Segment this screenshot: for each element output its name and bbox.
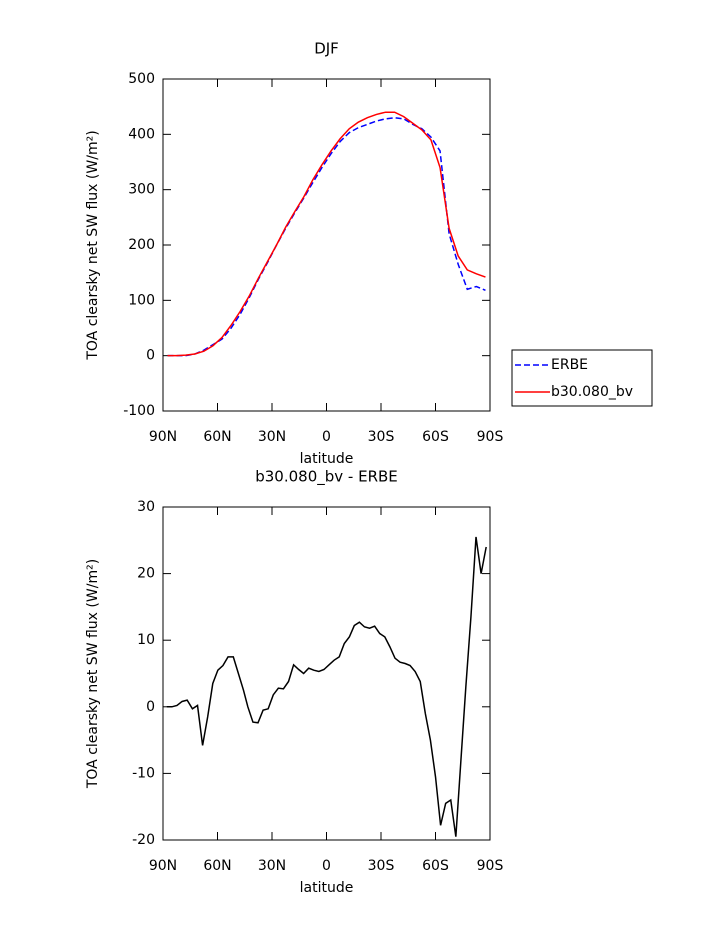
- y-axis-label: TOA clearsky net SW flux (W/m²): [85, 130, 101, 360]
- data-line: [166, 536, 487, 837]
- x-tick-label: 90N: [149, 429, 177, 445]
- x-tick-label: 60N: [203, 858, 231, 874]
- y-tick-label: -100: [123, 403, 155, 419]
- y-tick-label: 20: [137, 566, 155, 582]
- x-tick-label: 30S: [368, 429, 395, 445]
- chart-title: DJF: [314, 40, 339, 58]
- plot-frame: [162, 78, 491, 412]
- data-line: [167, 116, 486, 357]
- y-tick-label: 30: [137, 499, 155, 515]
- plot-frame: [162, 506, 491, 841]
- data-line: [167, 111, 486, 357]
- y-tick-label: 200: [128, 237, 155, 253]
- x-tick-label: 30N: [258, 429, 286, 445]
- chart-title: b30.080_bv - ERBE: [255, 468, 398, 487]
- x-tick-label: 90S: [477, 429, 504, 445]
- y-tick-label: -10: [132, 765, 155, 781]
- y-tick-label: 300: [128, 182, 155, 198]
- y-tick-label: 10: [137, 632, 155, 648]
- y-tick-label: 0: [146, 699, 155, 715]
- y-tick-label: 0: [146, 348, 155, 364]
- y-axis-label: TOA clearsky net SW flux (W/m²): [85, 559, 101, 789]
- x-axis-label: latitude: [300, 451, 354, 467]
- legend-box: [511, 349, 653, 407]
- x-tick-label: 0: [322, 858, 331, 874]
- y-tick-label: -20: [132, 832, 155, 848]
- y-tick-label: 400: [128, 126, 155, 142]
- x-tick-label: 60S: [422, 858, 449, 874]
- x-tick-label: 30S: [368, 858, 395, 874]
- x-tick-label: 90S: [477, 858, 504, 874]
- x-tick-label: 0: [322, 429, 331, 445]
- x-tick-label: 60S: [422, 429, 449, 445]
- x-tick-label: 30N: [258, 858, 286, 874]
- legend-label: ERBE: [551, 357, 588, 373]
- y-tick-label: 100: [128, 292, 155, 308]
- x-tick-label: 90N: [149, 858, 177, 874]
- x-tick-label: 60N: [203, 429, 231, 445]
- x-axis-label: latitude: [300, 880, 354, 896]
- y-tick-label: 500: [128, 71, 155, 87]
- legend-label: b30.080_bv: [551, 384, 633, 400]
